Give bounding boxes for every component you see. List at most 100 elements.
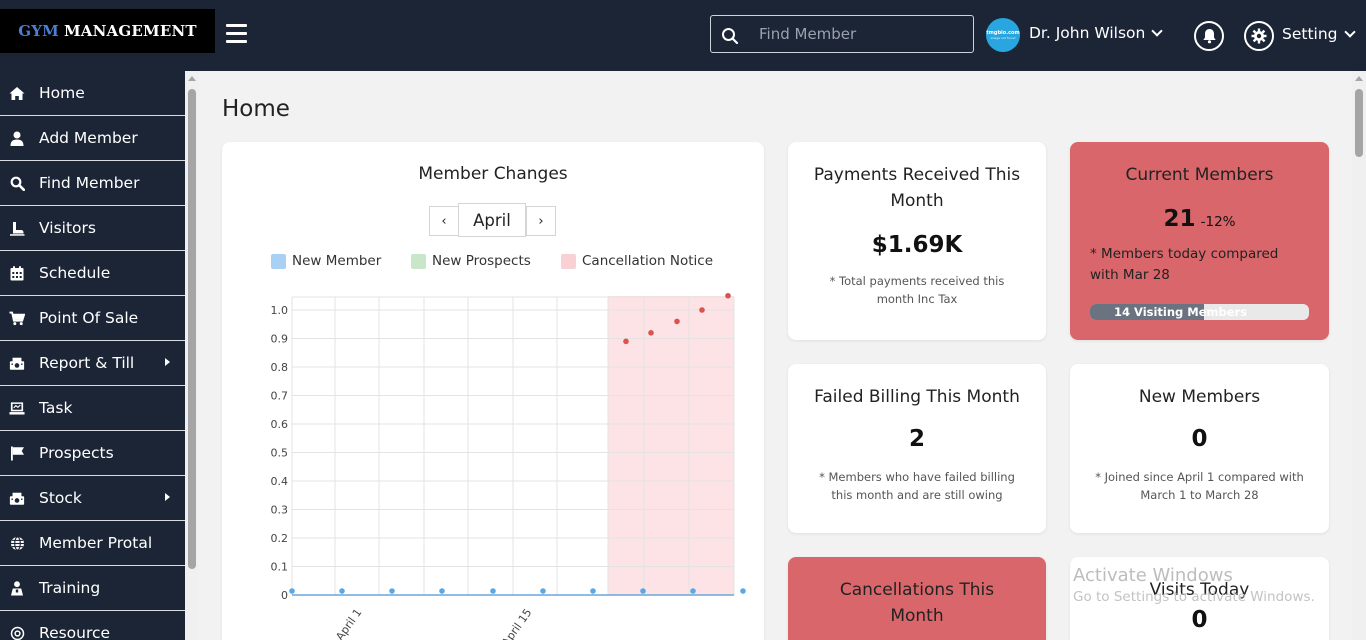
sidebar-item-label: Resource (39, 624, 111, 640)
cancellation-point (725, 292, 731, 299)
sidebar-item-schedule[interactable]: Schedule (0, 251, 185, 296)
legend-item-cancellation-notice[interactable]: Cancellation Notice (561, 253, 713, 269)
chevron-down-icon (1151, 24, 1164, 37)
new-members-note: * Joined since April 1 compared with Mar… (1095, 470, 1304, 502)
sidebar-item-prospects[interactable]: Prospects (0, 431, 185, 476)
scroll-up-icon[interactable] (188, 76, 196, 81)
sidebar-item-home[interactable]: Home (0, 71, 185, 116)
sidebar-item-resource[interactable]: Resource (0, 611, 185, 640)
sidebar-item-training[interactable]: Training (0, 566, 185, 611)
sidebar-scrollbar[interactable] (185, 71, 199, 640)
current-members-value: 21 (1163, 206, 1196, 232)
sidebar-item-label: Prospects (39, 444, 114, 462)
settings-label: Setting (1282, 25, 1338, 43)
sidebar-item-label: Member Protal (39, 534, 153, 552)
cancellations-card: Cancellations This Month (788, 557, 1046, 640)
settings-menu[interactable]: Setting (1282, 25, 1356, 43)
find-member-search[interactable] (710, 15, 974, 53)
scrollbar-thumb[interactable] (1355, 89, 1363, 157)
sidebar-item-label: Point Of Sale (39, 309, 139, 327)
prev-month-button[interactable]: ‹ (429, 206, 459, 236)
cancellation-point (648, 330, 654, 336)
legend-label: Cancellation Notice (582, 253, 714, 269)
scroll-up-icon[interactable] (1355, 76, 1363, 81)
y-tick-label: 0.3 (271, 504, 289, 517)
sidebar-item-visitors[interactable]: Visitors (0, 206, 185, 251)
payments-card: Payments Received This Month $1.69K * To… (788, 142, 1046, 340)
search-input[interactable] (759, 16, 969, 52)
y-tick-label: 0.9 (271, 333, 289, 346)
failed-billing-title: Failed Billing This Month (814, 387, 1020, 407)
failed-billing-value: 2 (908, 426, 925, 452)
legend-item-new-member[interactable]: New Member (271, 253, 381, 269)
sidebar-item-find-member[interactable]: Find Member (0, 161, 185, 206)
settings-button[interactable] (1244, 21, 1274, 51)
task-icon (9, 400, 25, 416)
sidebar: Home Add Member Find Member Visitors Sch… (0, 71, 185, 640)
y-tick-label: 0.1 (271, 561, 289, 574)
sidebar-item-report-till[interactable]: Report & Till (0, 341, 185, 386)
y-tick-label: 0.4 (271, 475, 289, 488)
sidebar-item-task[interactable]: Task (0, 386, 185, 431)
failed-billing-card: Failed Billing This Month 2 * Members wh… (788, 364, 1046, 533)
new-member-point (289, 588, 295, 594)
legend-label: New Member (292, 253, 382, 269)
visiting-members-progress: 14 Visiting Members (1090, 304, 1309, 320)
visits-today-title: Visits Today (1149, 580, 1250, 600)
gear-icon (1251, 28, 1267, 44)
sidebar-item-member-portal[interactable]: Member Protal (0, 521, 185, 566)
brand-logo[interactable]: GYM MANAGEMENT (0, 9, 215, 53)
sidebar-item-label: Task (39, 399, 73, 417)
month-label: April (458, 203, 526, 237)
y-tick-label: 0.7 (271, 390, 289, 403)
main-scrollbar[interactable] (1352, 71, 1366, 640)
user-icon (9, 130, 25, 146)
payments-value: $1.69K (871, 232, 963, 258)
user-name: Dr. John Wilson (1029, 24, 1146, 42)
legend-item-new-prospects[interactable]: New Prospects (411, 253, 531, 269)
current-members-note: * Members today compared with Mar 28 (1090, 246, 1279, 283)
avatar-subtext: image not found (990, 36, 1016, 40)
y-tick-label: 0.5 (271, 447, 289, 460)
home-icon (9, 85, 25, 101)
notifications-button[interactable] (1194, 21, 1224, 51)
new-member-point (439, 588, 445, 594)
stock-icon (9, 490, 25, 506)
trainer-icon (9, 580, 25, 596)
sidebar-item-label: Schedule (39, 264, 111, 282)
user-menu[interactable]: Dr. John Wilson (1029, 24, 1164, 42)
legend-label: New Prospects (432, 253, 531, 269)
sidebar-item-label: Training (39, 579, 101, 597)
progress-fill (1090, 304, 1204, 320)
sidebar-item-point-of-sale[interactable]: Point Of Sale (0, 296, 185, 341)
avatar[interactable]: tmgbio.com image not found (986, 18, 1020, 52)
new-member-point (339, 588, 345, 594)
next-month-button[interactable]: › (526, 206, 556, 236)
new-member-point (540, 588, 546, 594)
new-members-title: New Members (1138, 387, 1261, 407)
failed-billing-note: * Members who have failed billing this m… (819, 470, 1015, 502)
new-member-point (740, 588, 746, 594)
visits-today-value: 0 (1191, 607, 1208, 633)
cancellation-point (674, 318, 680, 325)
x-tick-label: April 1 (333, 606, 364, 640)
calendar-icon (9, 265, 25, 281)
bell-icon (1202, 29, 1216, 44)
current-members-title: Current Members (1125, 165, 1274, 185)
new-member-point (490, 588, 496, 594)
page-title: Home (222, 96, 290, 122)
x-tick-label: April 15 (499, 606, 534, 640)
cancellation-point (699, 307, 705, 313)
register-icon (9, 355, 25, 371)
sidebar-item-stock[interactable]: Stock (0, 476, 185, 521)
avatar-text: tmgbio.com (986, 30, 1020, 36)
y-tick-label: 0 (281, 589, 288, 602)
menu-toggle-button[interactable] (226, 24, 247, 44)
sidebar-item-add-member[interactable]: Add Member (0, 116, 185, 161)
new-member-point (590, 588, 596, 594)
legend-swatch (411, 253, 426, 269)
legend-swatch (561, 253, 576, 269)
chevron-left-icon: ‹ (441, 213, 447, 229)
caret-right-icon (165, 493, 170, 501)
scrollbar-thumb[interactable] (188, 89, 196, 569)
